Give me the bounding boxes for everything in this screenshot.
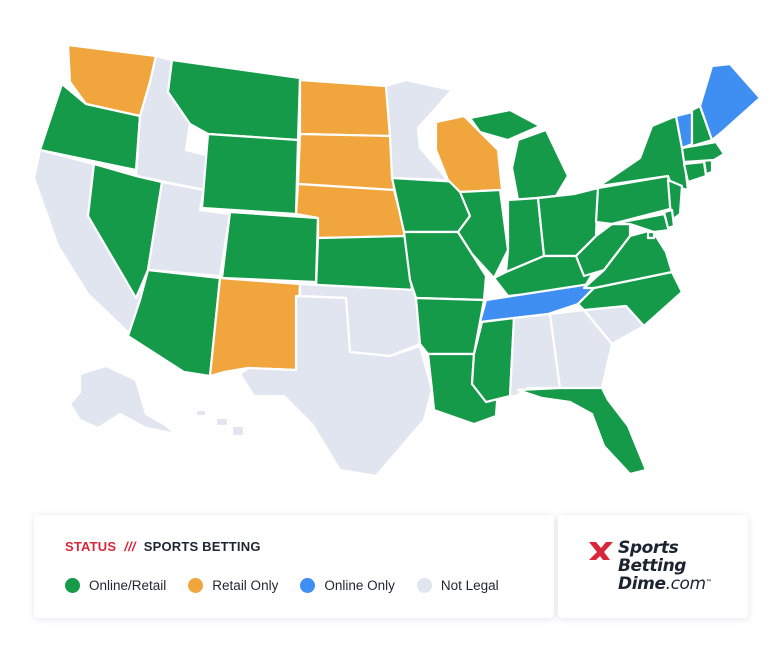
state-ri[interactable] xyxy=(702,158,714,176)
brand-trademark: ™ xyxy=(705,579,712,586)
legend-label-retail-only: Retail Only xyxy=(212,578,279,593)
legend-panel: STATUS /// SPORTS BETTING Online/Retail Re… xyxy=(34,515,554,618)
state-tx[interactable] xyxy=(238,294,434,478)
legend-swatch-retail-only xyxy=(188,578,204,593)
legend-swatch-online-only xyxy=(300,578,316,593)
state-ks[interactable] xyxy=(314,234,414,292)
legend-status-label: STATUS xyxy=(65,539,117,554)
brand-mark-icon xyxy=(589,542,613,560)
legend-label-not-legal: Not Legal xyxy=(440,578,499,593)
state-mn[interactable] xyxy=(384,78,454,182)
state-hi[interactable] xyxy=(194,408,246,438)
legend-label-online-retail: Online/Retail xyxy=(89,578,167,593)
state-nm[interactable] xyxy=(208,276,302,378)
state-ga[interactable] xyxy=(548,308,614,390)
legend-separator: /// xyxy=(124,539,136,554)
us-map-svg xyxy=(32,43,762,478)
state-me[interactable] xyxy=(698,62,762,142)
brand-tld: .com xyxy=(665,574,707,594)
state-ar[interactable] xyxy=(414,296,486,356)
legend-item-retail-only: Retail Only xyxy=(188,578,278,593)
brand-line-1: Sports xyxy=(618,538,679,558)
state-wy[interactable] xyxy=(200,132,300,216)
state-sd[interactable] xyxy=(296,132,396,192)
state-il[interactable] xyxy=(456,188,510,280)
state-dc[interactable] xyxy=(646,230,656,240)
state-ma[interactable] xyxy=(680,140,726,164)
state-fl[interactable] xyxy=(516,386,648,476)
state-ct[interactable] xyxy=(682,160,708,184)
legend-topic-label: SPORTS BETTING xyxy=(143,539,261,554)
legend-swatch-not-legal xyxy=(416,578,432,593)
state-co[interactable] xyxy=(220,210,320,284)
legend-label-online-only: Online Only xyxy=(324,578,395,593)
legend-items: Online/Retail Retail Only Online Only No… xyxy=(65,578,521,593)
brand-wordmark: Sports Betting Dime.com™ xyxy=(618,538,712,594)
state-md[interactable] xyxy=(610,212,672,234)
state-nd[interactable] xyxy=(298,78,392,138)
legend-heading: STATUS /// SPORTS BETTING xyxy=(65,539,261,554)
legend-item-online-retail: Online/Retail xyxy=(65,578,166,593)
brand-panel: Sports Betting Dime.com™ xyxy=(558,515,748,618)
state-ny[interactable] xyxy=(598,114,690,192)
brand-line-3: Dime.com™ xyxy=(618,574,712,594)
state-ak[interactable] xyxy=(68,364,178,436)
legend-item-online-only: Online Only xyxy=(300,578,395,593)
brand-line-2: Betting xyxy=(618,556,687,576)
legend-item-not-legal: Not Legal xyxy=(416,578,499,593)
us-sports-betting-map xyxy=(32,43,762,478)
state-de[interactable] xyxy=(662,208,676,230)
sportsbettingdime-logo[interactable]: Sports Betting Dime.com™ xyxy=(588,539,728,599)
brand-line-3-word: Dime xyxy=(618,574,666,594)
legend-swatch-online-retail xyxy=(65,578,80,593)
